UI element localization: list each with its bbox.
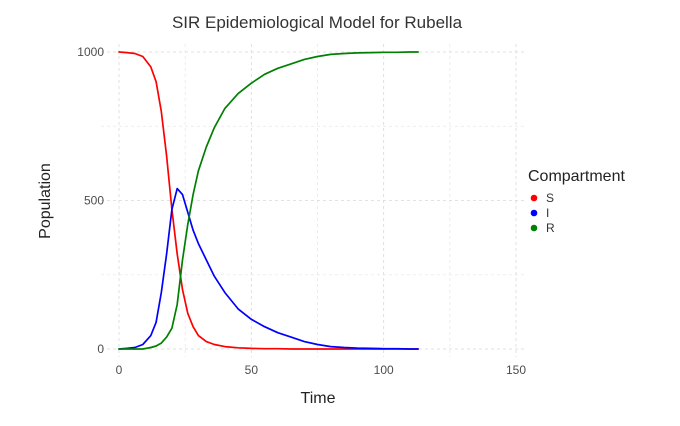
x-tick-label: 50 [245,363,259,377]
legend: Compartment SIR [528,168,625,235]
legend-title: Compartment [528,168,625,185]
legend-label: I [546,206,549,220]
series-line-S [118,51,419,350]
legend-items: SIR [530,191,555,235]
series-line-I [118,187,419,350]
legend-key-R [530,224,538,232]
legend-label: S [546,191,554,205]
y-tick-label: 500 [84,194,104,208]
x-tick-label: 150 [506,363,526,377]
legend-key-I [530,209,538,217]
chart-title: SIR Epidemiological Model for Rubella [172,13,463,32]
grid [101,44,526,357]
legend-key-S [530,194,538,202]
x-tick-label: 0 [116,363,123,377]
y-axis-ticks: 0 500 1000 [77,45,104,356]
x-axis-ticks: 0 50 100 150 [116,363,527,377]
legend-label: R [546,221,555,235]
y-axis-title: Population [37,163,54,239]
x-axis-title: Time [301,390,336,407]
series-lines [118,51,419,350]
y-tick-label: 0 [97,342,104,356]
y-tick-label: 1000 [77,45,104,59]
x-tick-label: 100 [374,363,394,377]
series-line-R [118,51,419,350]
